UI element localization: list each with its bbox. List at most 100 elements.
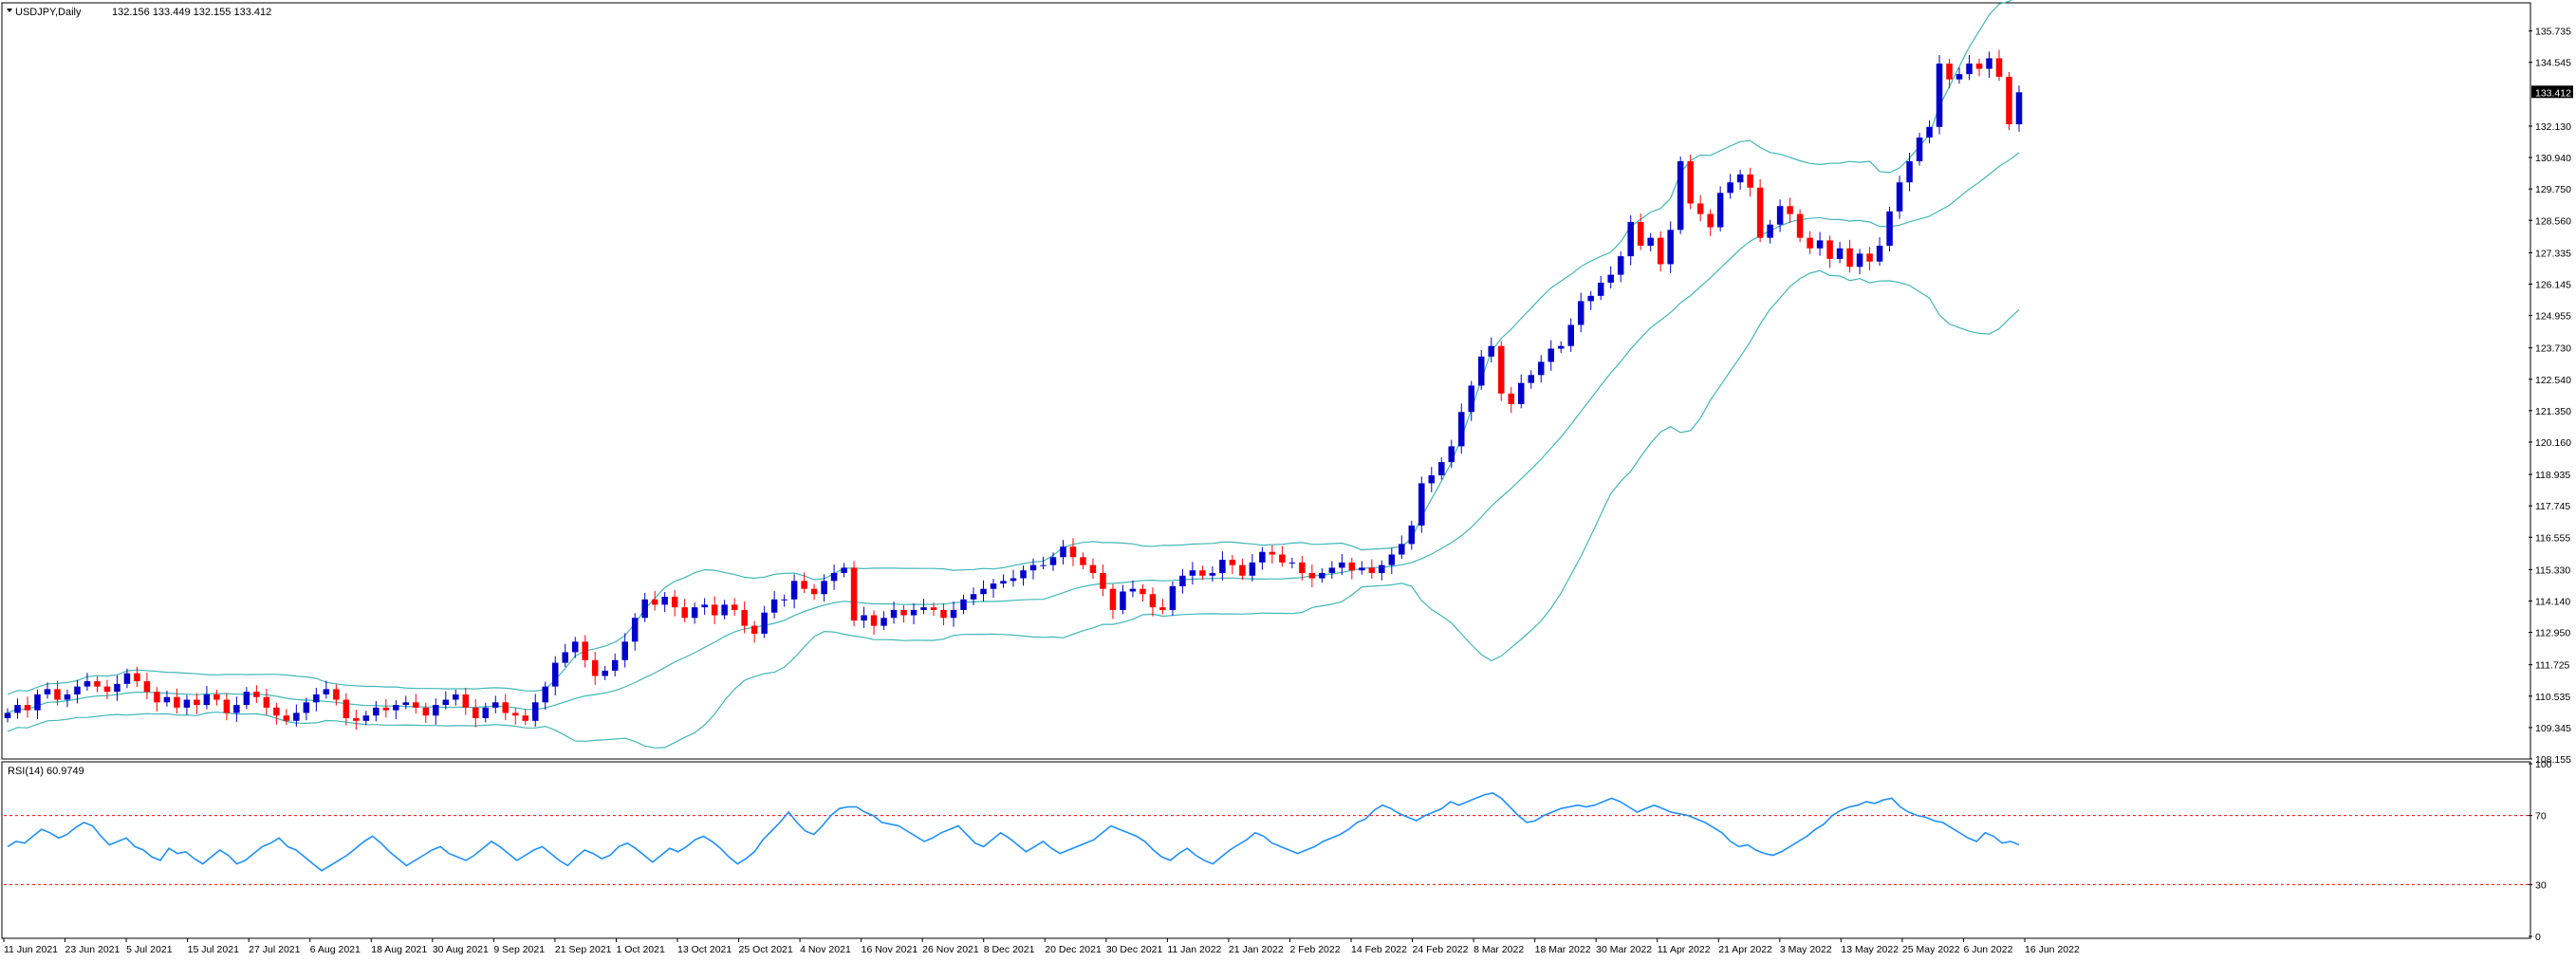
candle-body [1498,345,1505,394]
candle-body [293,712,300,721]
candle-body [571,641,579,653]
candle-body [183,699,191,708]
candle-body [1328,567,1336,573]
dropdown-triangle-icon[interactable] [7,9,12,12]
candle-body [1807,237,1813,249]
candle-body [362,715,370,721]
candle-body [1100,572,1106,589]
candle-body [1288,562,1296,564]
candle-body [402,702,410,706]
candle-body [4,712,11,719]
rsi-label: RSI(14) 60.9749 [8,766,84,777]
candle-body [253,692,260,697]
price-tick-label: 116.555 [2535,532,2570,544]
current-price-label: 133.412 [2535,87,2571,99]
candle-body [651,599,658,605]
candle-body [1040,564,1047,566]
price-tick-label: 124.955 [2535,311,2571,323]
candle-body [890,609,898,619]
candle-body [950,609,957,619]
candle-body [751,625,758,634]
candle-body [1219,560,1226,573]
candle-body [34,694,41,711]
candle-body [1418,483,1425,526]
candle-body [741,609,748,626]
candle-body [1716,193,1724,228]
candle-body [14,705,21,713]
candle-body [1239,564,1246,576]
candle-body [761,612,768,634]
candle-body [1557,345,1565,349]
date-tick-label: 26 Nov 2021 [922,944,979,955]
bollinger-bands [7,0,2020,749]
upper-band [7,0,2013,695]
candle-body [980,588,987,595]
candle-body [174,696,180,708]
candle-body [1299,562,1306,573]
candle-body [1159,607,1166,610]
price-tick-label: 108.155 [2535,754,2571,766]
candle-body [1687,160,1694,204]
middle-band [7,152,2020,713]
date-tick-label: 3 May 2022 [1780,944,1832,955]
candle-body [770,599,778,613]
price-tick-label: 122.540 [2535,375,2571,386]
price-tick-label: 134.545 [2535,58,2571,69]
date-tick-label: 11 Jan 2022 [1167,944,1221,955]
candle-body [1259,551,1266,563]
price-tick-label: 112.950 [2535,628,2570,639]
candle-body [1866,253,1873,262]
candle-body [1926,126,1933,138]
candle-body [1379,564,1385,573]
candle-body [990,583,997,589]
candlesticks [4,49,2023,731]
date-tick-label: 4 Nov 2021 [800,944,851,955]
candle-body [1736,174,1744,183]
candle-body [83,681,91,687]
candle-body [1647,237,1654,246]
candle-body [1140,588,1146,595]
candle-body [263,696,270,708]
candle-body [1747,174,1753,188]
candle-body [1269,551,1276,555]
candle-body [123,673,131,684]
date-tick-label: 11 Apr 2022 [1658,944,1711,955]
candle-body [1637,221,1644,246]
price-tick-label: 114.140 [2535,596,2570,607]
candle-body [1995,58,2003,77]
candle-body [1249,562,1256,576]
candle-body [94,681,101,687]
candle-body [1120,591,1126,610]
ohlc-label: 132.156 133.449 132.155 133.412 [112,7,271,18]
candle-body [602,670,608,676]
candle-body [830,572,838,582]
candle-body [1010,578,1017,582]
candle-body [1776,206,1784,225]
price-tick-label: 111.725 [2535,660,2570,672]
price-tick-label: 109.345 [2535,723,2571,734]
candle-body [154,692,160,703]
candle-body [1468,385,1475,413]
candle-body [1567,324,1574,346]
candle-body [1528,375,1534,383]
rsi-tick-label: 0 [2535,932,2541,943]
price-tick-label: 121.350 [2535,406,2571,417]
candle-body [681,607,688,619]
symbol-label: USDJPY,Daily [15,7,82,18]
candle-body [1199,570,1206,576]
candle-body [1348,562,1356,571]
candle-body [333,689,340,700]
candle-body [1787,206,1793,214]
date-tick-label: 9 Sep 2021 [493,944,545,955]
price-tick-label: 128.560 [2535,215,2571,227]
candle-body [1080,557,1086,565]
candle-body [1448,446,1455,463]
candle-body [711,604,718,616]
price-panel-frame [1,2,2531,760]
candle-body [1438,462,1445,476]
candle-body [502,702,510,713]
candle-body [1069,546,1077,558]
date-tick-label: 6 Jun 2022 [1963,944,2012,955]
candle-body [1508,393,1515,404]
price-axis: 135.735 134.545 132.130 130.940 129.750 128.5… [2529,27,2571,766]
